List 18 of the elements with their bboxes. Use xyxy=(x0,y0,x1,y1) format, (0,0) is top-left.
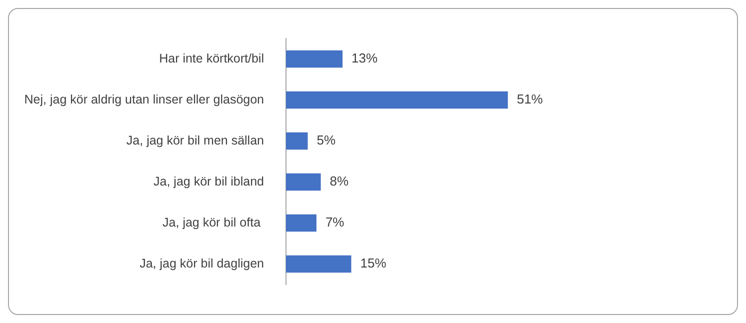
y-tick-label: Ja, jag kör bil ofta xyxy=(162,215,264,230)
data-label: 5% xyxy=(316,132,336,148)
y-tick-label: Ja, jag kör bil ibland xyxy=(154,174,264,188)
data-label: 8% xyxy=(330,174,350,189)
data-label: 51% xyxy=(516,92,544,107)
y-tick-label: Nej, jag kör aldrig utan linser eller glasögon xyxy=(24,92,264,106)
data-label: 15% xyxy=(360,256,387,271)
bar xyxy=(286,132,308,150)
bar xyxy=(286,91,508,109)
bar xyxy=(286,50,343,68)
data-label: 7% xyxy=(325,214,345,230)
bar xyxy=(286,173,321,191)
y-tick-label: Ja, jag kör bil men sällan xyxy=(126,133,264,148)
bar xyxy=(286,214,316,232)
y-tick-label: Har inte körtkort/bil xyxy=(159,51,264,66)
y-tick-label: Ja, jag kör bil dagligen xyxy=(140,256,264,270)
bar xyxy=(286,255,352,273)
data-label: 13% xyxy=(352,50,378,66)
